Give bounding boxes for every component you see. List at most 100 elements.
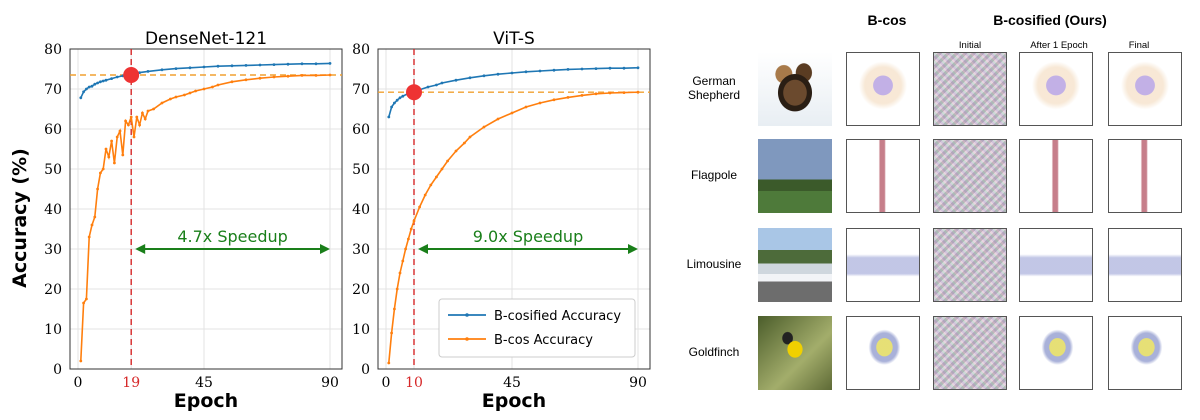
series-bcos-point: [398, 271, 402, 275]
series-bcosified-point: [314, 62, 318, 66]
row-label: Flagpole: [674, 168, 754, 182]
speedup-arrowhead-left: [135, 244, 146, 254]
x-tick-label: 0: [74, 375, 83, 391]
series-bcos-point: [169, 97, 172, 101]
series-bcos-point: [594, 92, 598, 96]
series-bcos-point: [482, 125, 486, 129]
series-bcos-point: [126, 123, 130, 127]
series-bcos-point: [404, 247, 407, 251]
series-bcos-point: [82, 301, 85, 305]
series-bcos-point: [418, 205, 421, 209]
series-bcos-point: [608, 91, 612, 95]
series-bcos-point: [93, 215, 97, 219]
series-bcos-point: [135, 115, 139, 119]
series-bcos-point: [286, 74, 290, 78]
explanation-after-1-epoch: [1019, 228, 1093, 302]
explanation-after-1-epoch: [1019, 139, 1093, 213]
x-tick-label: 10: [405, 375, 423, 391]
y-tick-label: 70: [352, 82, 370, 98]
series-bcosified-point: [594, 67, 598, 70]
series-bcos-point: [138, 123, 142, 127]
plot-frame: [69, 48, 343, 370]
series-bcosified-point: [174, 67, 178, 70]
series-bcos-point: [440, 167, 444, 171]
x-tick-label: 90: [629, 375, 647, 391]
explanation-initial: [933, 52, 1007, 126]
explanation-final: [1108, 52, 1182, 126]
series-bcos-point: [407, 237, 410, 241]
series-bcosified-point: [99, 80, 102, 84]
series-bcos-point: [468, 135, 472, 139]
y-tick-label: 70: [44, 82, 62, 98]
series-bcosified-point: [608, 66, 612, 70]
speedup-arrowhead-left: [418, 244, 428, 254]
series-bcosified-point: [395, 98, 399, 102]
speedup-arrowhead-right: [628, 244, 638, 254]
series-bcos-point: [258, 76, 262, 80]
series-bcosified-point: [82, 90, 85, 94]
series-bcos-point: [90, 223, 94, 227]
y-tick-label: 10: [352, 322, 370, 338]
series-bcosified-point: [636, 66, 640, 70]
series-bcosified-point: [96, 81, 99, 85]
series-bcosified-point: [87, 85, 91, 89]
series-bcos-point: [446, 159, 449, 163]
series-bcos-point: [129, 115, 133, 119]
explanation-initial: [933, 139, 1007, 213]
input-image: [758, 228, 832, 302]
explanation-bcos: [846, 52, 920, 126]
series-bcosified-point: [101, 79, 105, 83]
series-bcosified-point: [496, 72, 500, 76]
series-bcosified-point: [398, 96, 402, 100]
series-bcos-point: [429, 183, 433, 187]
series-bcosified-point: [622, 66, 626, 70]
y-tick-label: 40: [352, 202, 370, 218]
series-bcos-point: [87, 235, 91, 239]
legend-item-bcos: B-cos Accuracy: [494, 333, 593, 348]
series-bcosified-point: [79, 96, 83, 100]
row-label: German Shepherd: [674, 74, 754, 102]
series-bcosified-point: [300, 62, 304, 66]
subheader-after-1-epoch: After 1 Epoch: [1030, 40, 1088, 51]
explanation-initial: [933, 316, 1007, 390]
series-bcos-point: [216, 83, 220, 87]
series-bcosified-point: [104, 78, 108, 82]
series-bcosified-point: [85, 87, 88, 91]
series-bcosified-point: [90, 84, 94, 88]
series-bcos-point: [552, 98, 556, 102]
series-bcos-point: [115, 135, 119, 139]
series-bcos-point: [160, 101, 164, 105]
series-bcos-point: [141, 111, 144, 115]
series-bcos-point: [272, 75, 276, 79]
header-bcosified: B-cosified (Ours): [993, 12, 1107, 28]
explanation-final: [1108, 316, 1182, 390]
series-bcos-point: [104, 147, 108, 151]
series-bcos-point: [622, 91, 626, 94]
y-tick-label: 50: [352, 162, 370, 178]
series-bcosified-point: [230, 64, 234, 68]
crossover-marker: [123, 67, 140, 83]
series-bcos-point: [110, 139, 113, 143]
series-bcos-point: [496, 117, 500, 121]
series-bcos-point: [580, 94, 584, 97]
explanation-grid: B-cos B-cosified (Ours) Initial After 1 …: [680, 0, 1200, 420]
y-axis-label: Accuracy (%): [9, 148, 31, 288]
series-bcos-point: [395, 287, 399, 291]
series-bcosified-line: [80, 62, 331, 99]
row-label-line2: Shepherd: [687, 88, 741, 102]
explanation-final: [1108, 139, 1182, 213]
series-bcosified-point: [468, 76, 472, 80]
speedup-arrowhead-right: [320, 244, 330, 254]
explanation-after-1-epoch: [1019, 316, 1093, 390]
series-bcosified-point: [387, 115, 391, 119]
series-bcosified-point: [454, 78, 458, 82]
series-bcosified-point: [115, 75, 119, 79]
series-bcos-point: [152, 107, 156, 111]
y-tick-label: 60: [352, 122, 370, 138]
row-label-line1: German: [692, 74, 736, 88]
row-label-line1: Limousine: [686, 257, 742, 271]
y-tick-label: 30: [352, 242, 370, 258]
series-bcosified-point: [216, 64, 220, 68]
series-bcos-point: [188, 91, 192, 95]
series-bcosified-point: [510, 71, 514, 75]
